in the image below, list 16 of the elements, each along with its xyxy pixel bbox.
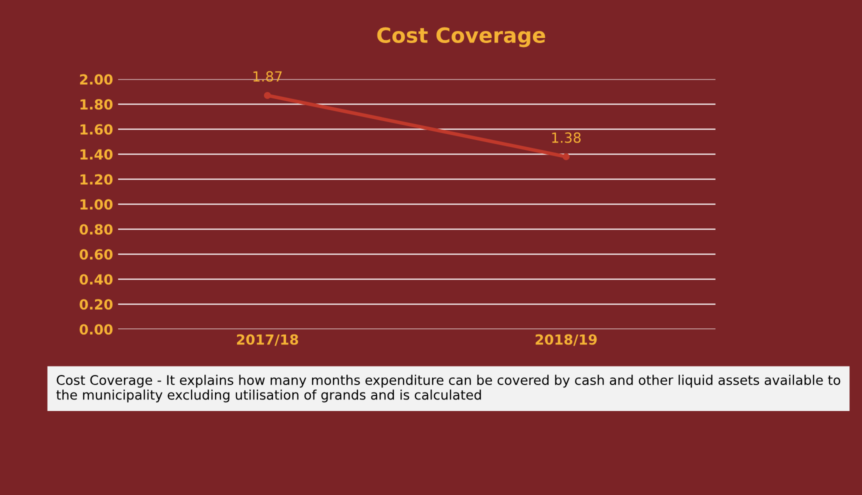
y-tick-label: 0.60 — [80, 249, 113, 260]
y-tick-label: 0.00 — [80, 324, 113, 335]
x-tick-label: 2017/18 — [237, 334, 298, 346]
y-tick-label: 1.40 — [80, 149, 113, 160]
x-tick-label: 2018/19 — [536, 334, 597, 346]
y-tick-label: 0.80 — [80, 224, 113, 235]
chart-title: Cost Coverage — [377, 27, 546, 48]
text: Cost Coverage - It explains how many months expenditure can be covered by cash and other liquid assets available to the municipality excluding utilisation of grands and is calculated — [56, 374, 840, 402]
y-tick-label: 1.60 — [80, 124, 113, 135]
y-tick-label: 1.20 — [80, 174, 113, 185]
y-tick-label: 0.40 — [80, 274, 113, 285]
y-tick-label: 1.00 — [80, 199, 113, 210]
y-tick-label: 0.20 — [80, 299, 113, 310]
y-tick-label: 1.80 — [80, 99, 113, 110]
y-tick-label: 2.00 — [80, 74, 113, 85]
data-label: 1.38 — [552, 132, 581, 143]
